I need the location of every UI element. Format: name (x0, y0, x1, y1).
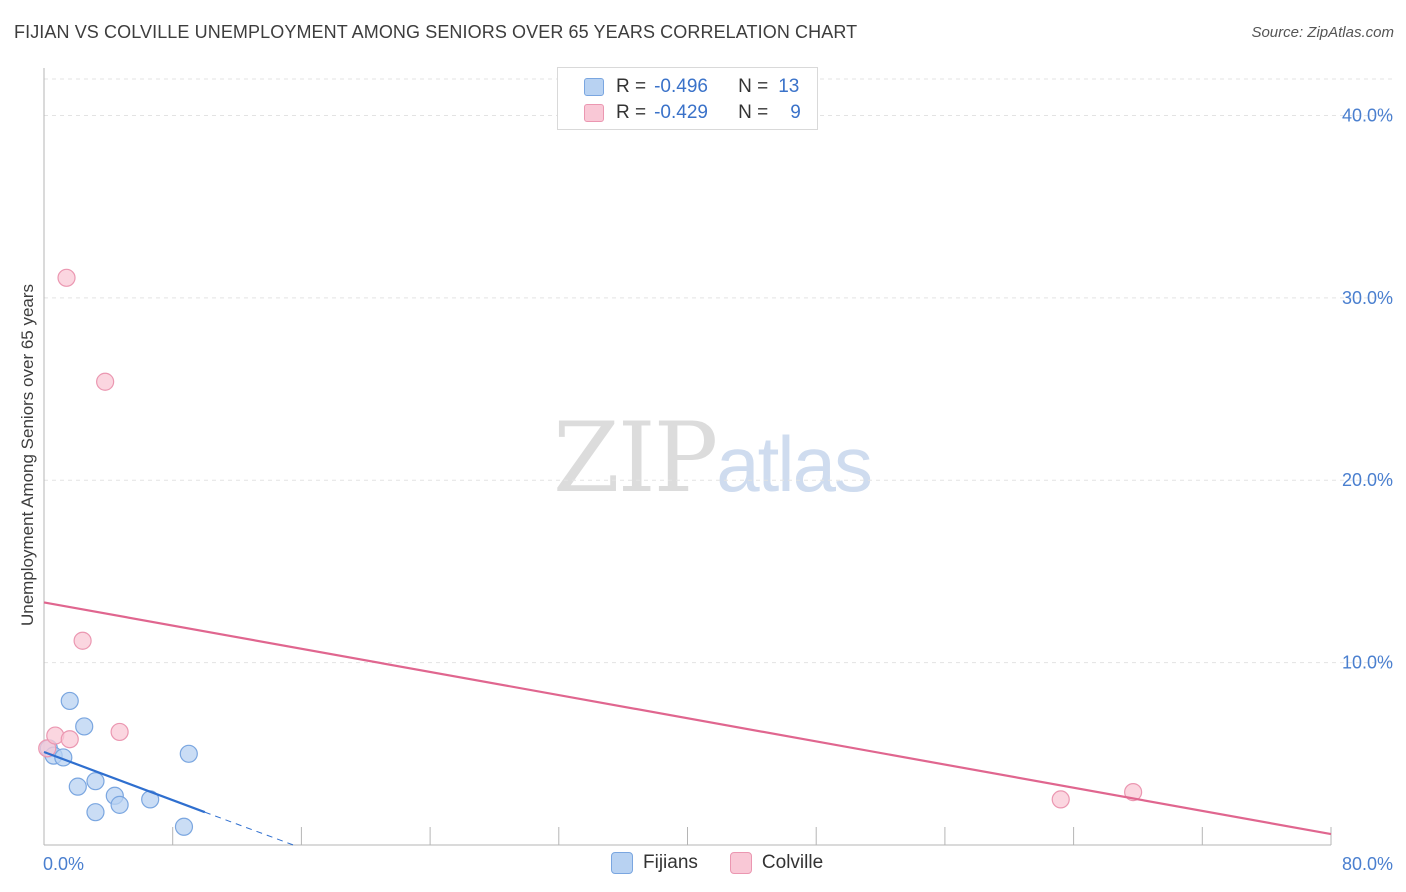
fijians-point (110, 795, 129, 814)
fijians-trend-extension (204, 811, 294, 846)
fijians-point (68, 777, 87, 796)
fijians-point (60, 691, 79, 711)
y-axis-label: Unemployment Among Seniors over 65 years (18, 283, 37, 627)
colville-point (1051, 790, 1070, 809)
r-value: -0.496 (654, 76, 708, 97)
n-value: 13 (778, 76, 800, 97)
colville-point (110, 722, 129, 742)
x-tick-label: 0.0% (43, 854, 84, 874)
n-label: N = (738, 102, 769, 123)
watermark: ZIPatlas (553, 402, 873, 514)
x-tick-label: 80.0% (1342, 854, 1393, 874)
fijians-point (86, 772, 105, 791)
watermark-zip: ZIP (553, 402, 718, 514)
series-legend: Fijians Colville (611, 852, 855, 874)
colville-point (1124, 783, 1143, 802)
stats-legend-row-fijians: R = -0.496 N = 13 (584, 74, 799, 100)
colville-swatch (584, 104, 604, 122)
chart-title: FIJIAN VS COLVILLE UNEMPLOYMENT AMONG SE… (14, 22, 858, 42)
y-tick-label: 30.0% (1342, 288, 1393, 308)
y-tick-label: 20.0% (1342, 470, 1393, 490)
source-label: Source: ZipAtlas.com (1251, 24, 1394, 41)
colville-point (73, 631, 92, 650)
colville-point (38, 739, 57, 758)
r-value: -0.429 (654, 102, 708, 123)
fijians-legend-swatch (611, 852, 633, 874)
colville-point (57, 268, 76, 287)
watermark-atlas: atlas (716, 420, 873, 508)
fijians-point (75, 717, 94, 736)
stats-legend: R = -0.496 N = 13 R = -0.429 N = 9 (557, 67, 818, 130)
colville-point (96, 372, 115, 391)
colville-legend-swatch (729, 852, 752, 874)
fijians-trend-line (43, 750, 206, 814)
legend-item-colville[interactable]: Colville (729, 852, 824, 874)
r-label: R = (616, 102, 647, 123)
colville-trend-line (43, 601, 1332, 836)
legend-label-fijians: Fijians (643, 852, 698, 873)
r-label: R = (616, 76, 647, 97)
fijians-point (174, 817, 194, 836)
legend-label-colville: Colville (761, 852, 824, 873)
y-tick-label: 10.0% (1342, 653, 1393, 673)
n-value: 9 (790, 102, 801, 123)
y-tick-label: 40.0% (1342, 105, 1393, 125)
fijians-swatch (584, 78, 604, 96)
n-label: N = (738, 76, 769, 97)
stats-legend-row-colville: R = -0.429 N = 9 (584, 100, 801, 126)
legend-item-fijians[interactable]: Fijians (611, 852, 698, 874)
fijians-point (86, 803, 105, 822)
colville-point (60, 730, 79, 749)
fijians-point (179, 744, 198, 763)
